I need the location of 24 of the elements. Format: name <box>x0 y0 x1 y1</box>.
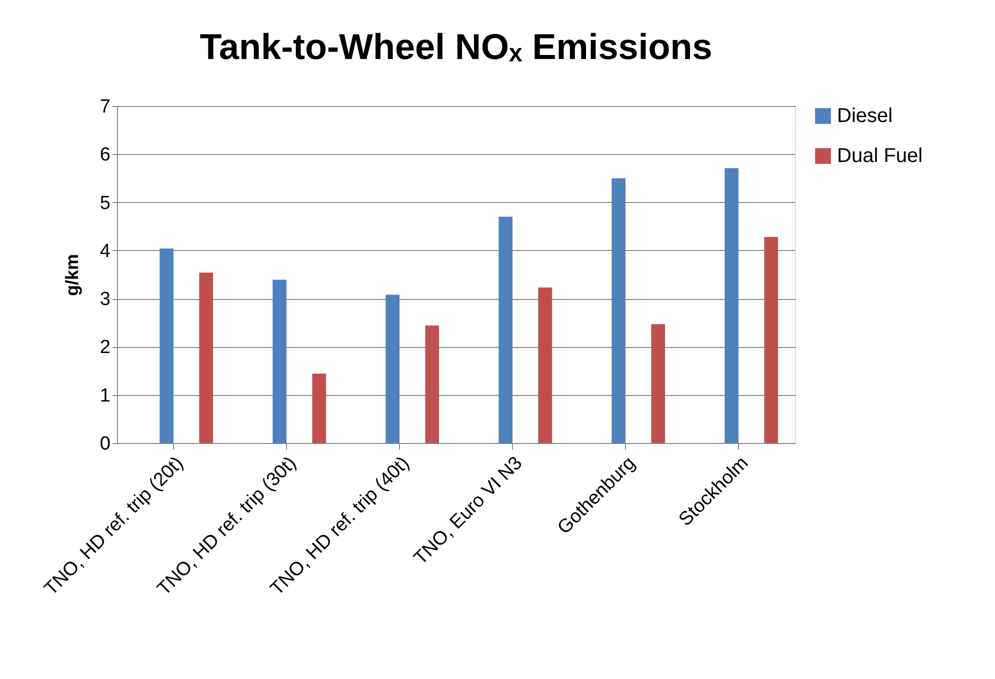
bar <box>538 288 552 443</box>
y-tick-label: 3 <box>100 289 110 310</box>
bar <box>764 236 778 443</box>
y-tick-label: 7 <box>100 96 110 118</box>
y-tick-label: 0 <box>100 434 110 454</box>
legend-label: Diesel <box>837 105 893 127</box>
chart-title: Tank-to-Wheel NOₓ Emissions <box>200 26 712 67</box>
bar <box>425 326 440 443</box>
bar <box>498 216 512 443</box>
bar <box>160 248 174 443</box>
bar <box>612 178 626 443</box>
bar <box>199 272 214 443</box>
bar <box>724 168 738 443</box>
y-tick-label: 5 <box>100 192 110 214</box>
bar <box>272 280 286 443</box>
bar <box>651 324 666 443</box>
y-tick-label: 4 <box>100 240 111 262</box>
legend-label: Dual Fuel <box>837 145 923 167</box>
y-axis-title: g/km <box>62 254 82 296</box>
bar <box>312 374 326 443</box>
bar <box>386 294 400 443</box>
y-tick-label: 6 <box>100 144 110 166</box>
y-tick-label: 1 <box>100 385 110 406</box>
y-tick-label: 2 <box>100 337 110 358</box>
